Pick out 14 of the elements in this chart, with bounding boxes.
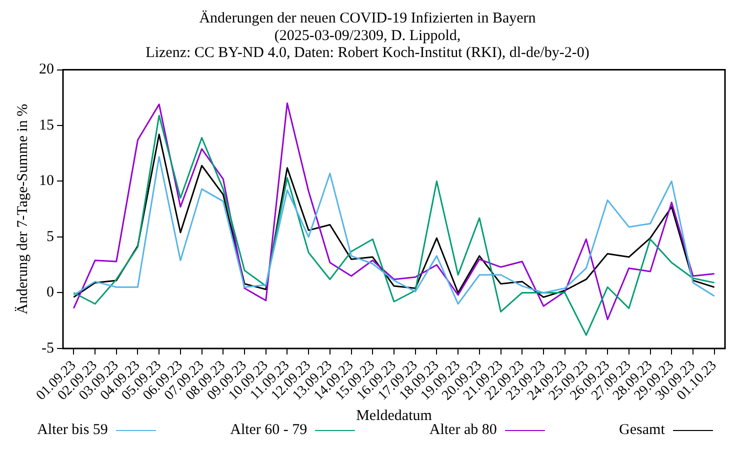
- y-tick-label: 0: [46, 284, 54, 301]
- y-tick-label: 15: [39, 117, 54, 134]
- legend-label: Alter bis 59: [37, 422, 108, 439]
- chart-subtitle: (2025-03-09/2309, D. Lippold, Lizenz: CC BY-ND 4.0, Daten: Robert Koch-Institut (RKI), dl-de/by-2-0): [146, 28, 590, 62]
- legend-label: Alter 60 - 79: [230, 422, 308, 439]
- y-tick-label: 10: [39, 173, 54, 190]
- y-axis-title: Änderung der 7-Tage-Summe in %: [14, 104, 31, 314]
- x-axis-title: Meldedatum: [356, 408, 432, 424]
- legend-label: Alter ab 80: [429, 422, 497, 439]
- y-tick-label: -5: [42, 340, 54, 356]
- y-tick-label: 20: [39, 62, 54, 78]
- chart-title: Änderungen der neuen COVID-19 Infizierten in Bayern: [199, 10, 536, 27]
- y-tick-label: 5: [46, 228, 54, 245]
- legend-label: Gesamt: [619, 422, 665, 439]
